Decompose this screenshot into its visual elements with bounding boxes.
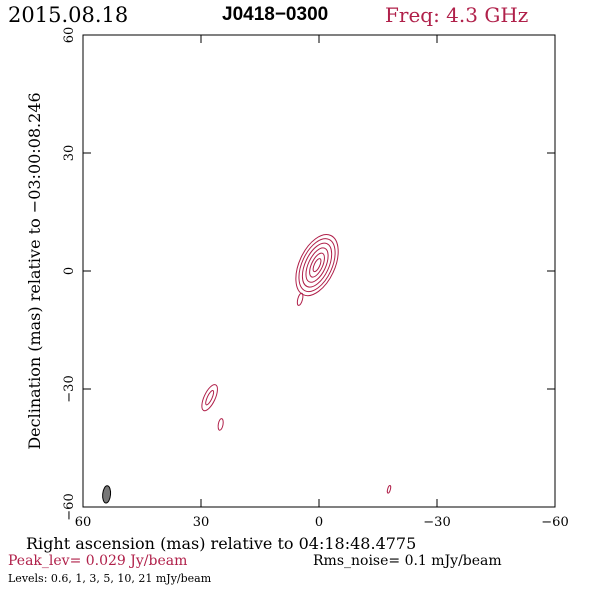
- x-tick-label: 30: [193, 515, 210, 530]
- peak-level: Peak_lev= 0.029 Jy/beam: [8, 553, 188, 569]
- source-name: J0418−0300: [222, 4, 329, 25]
- y-tick-label: 30: [62, 145, 77, 162]
- contour-levels: Levels: 0.6, 1, 3, 5, 10, 21 mJy/beam: [8, 572, 212, 585]
- contour-blob-2: [205, 389, 215, 406]
- contour-core: [305, 247, 329, 283]
- contour-blob-4: [386, 484, 392, 494]
- contour-core: [309, 252, 325, 278]
- plot-frame: [82, 34, 556, 508]
- x-tick-label: 0: [315, 515, 323, 530]
- tick-labels: 60 30 0 −30 −60 −60 −30 0 30 60: [62, 27, 569, 530]
- contour-blob-1: [296, 292, 304, 306]
- beam-ellipse: [102, 485, 112, 504]
- x-tick-label: 60: [75, 515, 92, 530]
- y-axis-label: Declination (mas) relative to −03:00:08.…: [25, 92, 44, 449]
- contour-core: [298, 238, 336, 293]
- contour-blob-3: [217, 418, 224, 431]
- x-tick-label: −30: [423, 515, 450, 530]
- contours: [102, 234, 392, 504]
- contour-core: [295, 234, 339, 297]
- x-tick-label: −60: [541, 515, 568, 530]
- contour-blob-2: [201, 384, 218, 412]
- y-tick-label: 60: [62, 27, 77, 44]
- rms-noise: Rms_noise= 0.1 mJy/beam: [313, 553, 502, 569]
- y-tick-label: −60: [62, 493, 77, 520]
- x-axis-label: Right ascension (mas) relative to 04:18:…: [26, 534, 417, 553]
- contour-core: [312, 258, 322, 273]
- y-tick-label: −30: [62, 375, 77, 402]
- contour-core: [301, 242, 333, 288]
- y-tick-label: 0: [62, 267, 77, 275]
- frequency-label: Freq: 4.3 GHz: [385, 3, 529, 27]
- observation-date: 2015.08.18: [8, 3, 129, 27]
- tick-marks: [82, 34, 556, 508]
